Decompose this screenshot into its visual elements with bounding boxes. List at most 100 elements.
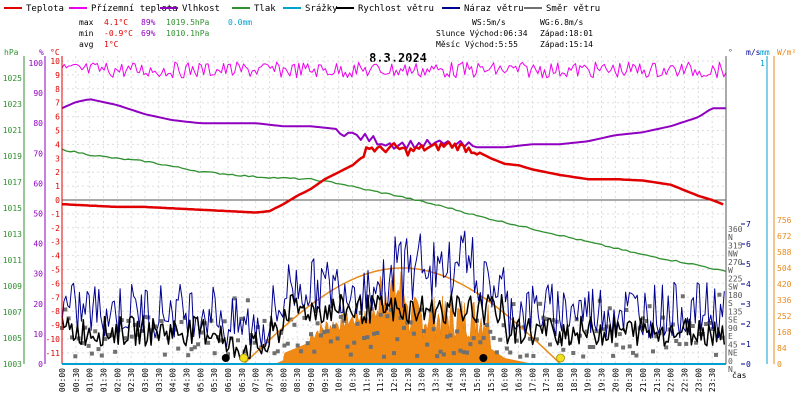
wind-dir-point [226, 352, 230, 357]
wind-dir-point [143, 314, 147, 319]
tick-time: 12:30 [404, 368, 413, 392]
wind-dir-point [295, 343, 300, 348]
wind-dir-point [501, 323, 506, 328]
tick-temp: 9 [55, 71, 60, 80]
wind-dir-point [395, 337, 400, 342]
tick-ms: 5 [746, 260, 751, 269]
tick-time: 22:00 [667, 368, 676, 392]
wind-dir-point [282, 343, 287, 348]
wind-dir-point [382, 354, 386, 359]
wind-dir-point [644, 319, 649, 323]
tick-hum: 90 [33, 89, 43, 98]
wind-dir-point [196, 342, 201, 347]
stat-label-max: max [79, 18, 94, 27]
wind-dir-point [312, 349, 317, 354]
tick-dir-deg: 180 [728, 291, 743, 300]
wind-dir-point [292, 322, 297, 327]
wind-dir-point [70, 335, 74, 340]
legend-label-smer: Směr větru [546, 4, 600, 14]
wind-dir-point [558, 339, 562, 344]
wind-dir-point [372, 331, 377, 336]
tick-time: 18:30 [570, 368, 579, 392]
tick-press: 1003 [3, 360, 22, 369]
wind-dir-point [680, 294, 685, 299]
wind-dir-point [126, 318, 131, 323]
wind-dir-point [285, 341, 290, 346]
tick-time: 19:30 [598, 368, 607, 392]
x-axis: 00:00 00:30 01:00 01:30 02:00 02:30 03:00 03:30… [58, 363, 747, 392]
tick-wm2: 420 [777, 280, 792, 289]
tick-time: 13:30 [432, 368, 441, 392]
legend-label-rychlost: Rychlost větru [358, 4, 434, 14]
tick-time: 01:00 [86, 368, 95, 392]
wind-dir-point [319, 333, 323, 338]
tick-time: 23:30 [708, 368, 717, 392]
tick-hum: 10 [33, 330, 43, 339]
wind-dir-point [139, 329, 144, 333]
wind-dir-point [435, 354, 440, 359]
wind-dir-point [548, 342, 552, 347]
wind-dir-point [192, 345, 197, 350]
series-line-rychlost [61, 293, 726, 361]
tick-dir-abbr: E [728, 332, 733, 341]
tick-time: 04:30 [183, 368, 192, 392]
wind-dir-point [508, 350, 513, 355]
wind-dir-point [690, 324, 695, 328]
tick-press: 1017 [3, 178, 22, 187]
tick-hum: 60 [33, 179, 43, 188]
clear-sky-line [244, 267, 561, 365]
tick-time: 08:30 [293, 368, 302, 392]
tick-time: 14:00 [445, 368, 454, 392]
tick-time: 12:00 [390, 368, 399, 392]
wind-dir-point [631, 350, 635, 355]
tick-time: 15:00 [473, 368, 482, 392]
wind-dir-point [63, 307, 68, 312]
tick-temp: -3 [50, 238, 60, 247]
tick-press: 1015 [3, 204, 22, 213]
wind-dir-point [272, 351, 277, 356]
tick-time: 10:00 [335, 368, 344, 392]
tick-hum: 50 [33, 210, 43, 219]
wind-dir-point [255, 325, 260, 330]
legend-label-vlhkost: Vlhkost [182, 4, 220, 14]
wind-dir-point [494, 350, 499, 355]
tick-dir-deg: 315 [728, 241, 743, 250]
wind-dir-point [664, 345, 669, 350]
sunset-marker [556, 353, 565, 363]
series-line-teplota [61, 141, 724, 214]
legend: Teplota Přízemní teplota Vlhkost Tlak Srážky… [4, 4, 600, 14]
tick-press: 1019 [3, 152, 22, 161]
tick-time: 07:00 [252, 368, 261, 392]
tick-temp: -9 [50, 321, 60, 330]
tick-time: 00:00 [58, 368, 67, 392]
tick-time: 07:30 [266, 368, 275, 392]
legend-label-naraz: Náraz větru [464, 4, 524, 14]
info-sunrise: Slunce Východ:06:34 [436, 29, 528, 38]
stat-temp-avg: 1°C [104, 40, 119, 49]
tick-time: 21:00 [639, 368, 648, 392]
tick-dir-abbr: NE [728, 348, 738, 357]
wind-dir-point [232, 296, 237, 301]
wind-dir-point [524, 353, 529, 358]
wind-dir-point [465, 350, 469, 355]
legend-label-teplota: Teplota [26, 4, 64, 14]
sunrise-marker [239, 353, 249, 363]
wind-dir-point [385, 314, 390, 319]
legend-label-pocitova: Přízemní teplota [91, 4, 178, 14]
wind-dir-point [684, 341, 689, 346]
wind-dir-point [206, 340, 211, 345]
wind-dir-point [491, 336, 496, 341]
wind-dir-point [471, 336, 476, 341]
wind-dir-point [305, 341, 310, 346]
wind-dir-point [408, 320, 413, 325]
tick-hum: 70 [33, 149, 43, 158]
wind-dir-point [309, 332, 313, 337]
tick-time: 00:30 [72, 368, 81, 392]
wind-dir-point [627, 344, 632, 349]
wind-dir-point [697, 332, 702, 337]
wind-dir-point [103, 336, 108, 341]
tick-wm2: 252 [777, 312, 792, 321]
wind-dir-point [362, 336, 367, 340]
tick-temp: -6 [50, 279, 60, 288]
wind-dir-point [544, 317, 549, 322]
